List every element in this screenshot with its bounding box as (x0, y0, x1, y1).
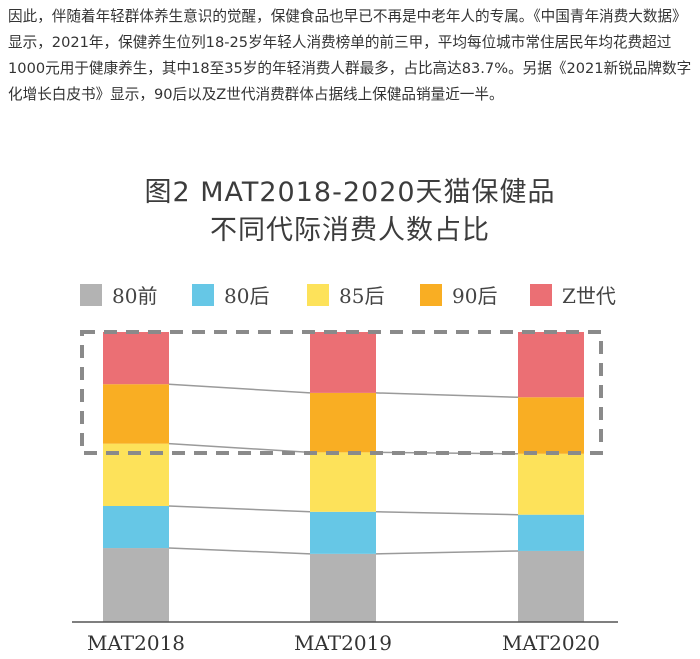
legend-swatch-0 (80, 284, 102, 306)
bar-segment-2-2 (518, 453, 584, 515)
legend-swatch-2 (307, 284, 329, 306)
legend-label-0: 80前 (112, 284, 157, 308)
chart-title: 图2 MAT2018-2020天猫保健品 (144, 177, 556, 208)
stacked-bar-chart: 80前 80后 85后 90后 Z世代 MAT2018 MAT2019 MAT2020 (72, 284, 618, 655)
legend-swatch-3 (420, 284, 442, 306)
bar-segment-0-3 (103, 384, 169, 444)
legend-swatch-1 (192, 284, 214, 306)
connector-line-1-1 (375, 511, 519, 516)
x-tick-label-1: MAT2019 (294, 631, 392, 655)
chart-legend: 80前 80后 85后 90后 Z世代 (80, 284, 616, 308)
bar-segment-2-4 (518, 332, 584, 398)
chart-subtitle: 不同代际消费人数占比 (210, 215, 490, 246)
connector-line-2-0 (168, 442, 311, 454)
highlight-dashed-box (80, 330, 603, 455)
legend-swatch-4 (530, 284, 552, 306)
bar-segment-0-1 (103, 506, 169, 549)
bar-segment-2-1 (518, 514, 584, 551)
bar-segment-1-1 (310, 511, 376, 554)
bar-segment-1-0 (310, 553, 376, 622)
connector-line-0-1 (375, 550, 519, 555)
legend-label-1: 80后 (224, 284, 269, 308)
connector-line-3-0 (168, 383, 311, 394)
bar-segment-0-4 (103, 332, 169, 385)
bars (103, 332, 584, 622)
connector-line-0-0 (168, 547, 311, 555)
connector-line-3-1 (375, 392, 519, 398)
bar-segment-1-2 (310, 452, 376, 512)
bar-segment-2-3 (518, 397, 584, 454)
x-axis-labels: MAT2018 MAT2019 MAT2020 (87, 631, 600, 655)
bar-segment-0-0 (103, 548, 169, 622)
x-tick-label-2: MAT2020 (502, 631, 600, 655)
connector-line-1-0 (168, 505, 311, 513)
bar-segment-2-0 (518, 550, 584, 622)
legend-label-2: 85后 (339, 284, 384, 308)
article-paragraph: 因此，伴随着年轻群体养生意识的觉醒，保健食品也早已不再是中老年人的专属。《中国青… (8, 8, 692, 103)
x-tick-label-0: MAT2018 (87, 631, 185, 655)
legend-label-4: Z世代 (562, 284, 616, 308)
bar-segment-1-3 (310, 392, 376, 453)
bar-segment-1-4 (310, 332, 376, 393)
legend-label-3: 90后 (452, 284, 497, 308)
